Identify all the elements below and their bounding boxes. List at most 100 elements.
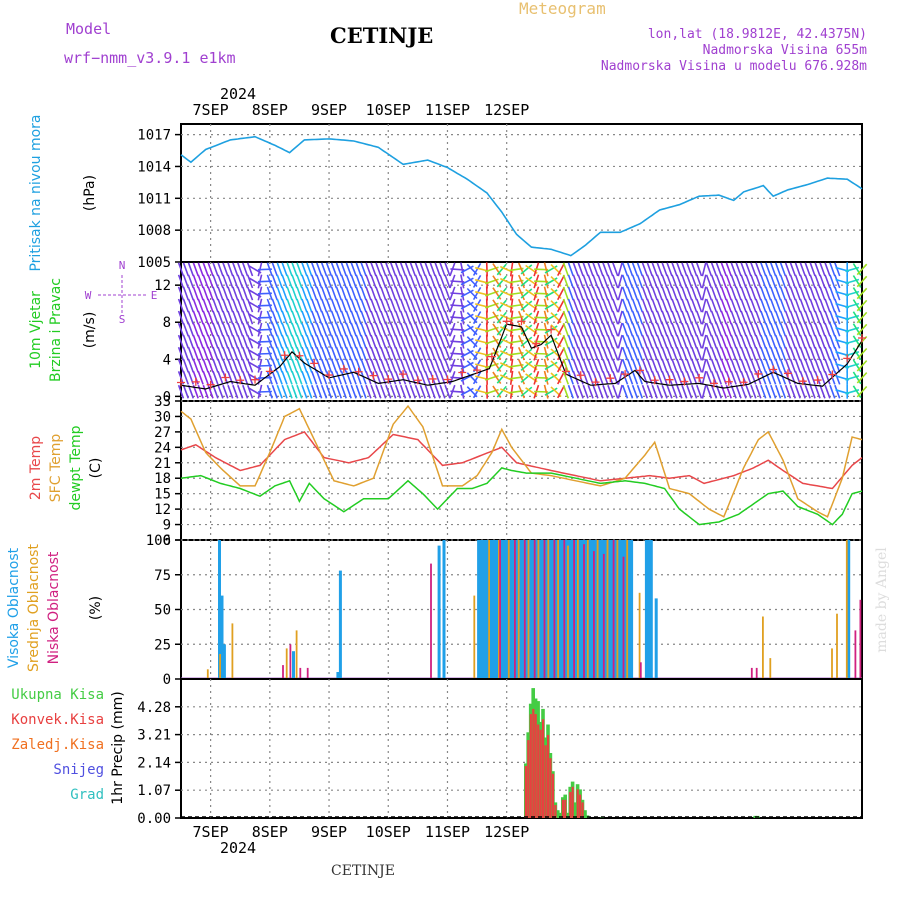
wind-arrow bbox=[212, 298, 219, 313]
precip-ytick-label: 4.28 bbox=[137, 700, 171, 716]
wind-arrow bbox=[696, 322, 703, 337]
wind-arrow bbox=[345, 310, 352, 325]
wind-arrow bbox=[829, 384, 836, 399]
wind-arrow bbox=[281, 384, 288, 399]
wind-arrow bbox=[286, 274, 293, 289]
wind-arrow bbox=[472, 371, 482, 385]
wind-arrow bbox=[444, 310, 451, 325]
wind-arrow bbox=[472, 335, 482, 349]
wind-arrow bbox=[720, 310, 727, 325]
wind-arrow bbox=[735, 346, 742, 361]
wind-arrow bbox=[607, 358, 614, 373]
wind-arrow bbox=[543, 370, 549, 385]
wind-arrow bbox=[686, 384, 693, 399]
wind-arrow bbox=[242, 322, 249, 337]
wind-arrow bbox=[543, 384, 549, 399]
wind-arrow bbox=[621, 262, 629, 277]
wind-arrow bbox=[187, 286, 195, 301]
wind-arrow bbox=[824, 371, 831, 385]
wind-arrow bbox=[641, 358, 649, 373]
wind-arrow bbox=[177, 298, 185, 313]
wind-arrow bbox=[246, 322, 254, 337]
wind-arrow bbox=[770, 322, 777, 337]
wind-arrow bbox=[656, 346, 663, 361]
wind-arrow bbox=[187, 384, 195, 399]
wind-speed-line bbox=[180, 323, 863, 390]
wind-arrow bbox=[556, 286, 566, 301]
wind-arrow bbox=[779, 358, 787, 373]
precip-panel: 0.001.072.143.214.28 bbox=[137, 678, 863, 827]
wind-arrow bbox=[765, 371, 772, 385]
cloud-bar bbox=[567, 545, 569, 679]
wind-arrow bbox=[656, 298, 663, 313]
wind-arrow bbox=[745, 310, 752, 325]
wind-arrow bbox=[592, 298, 599, 313]
wind-arrow bbox=[544, 349, 558, 358]
wind-arrow bbox=[496, 275, 507, 288]
wind-arrow bbox=[370, 322, 377, 337]
wind-arrow bbox=[496, 299, 507, 312]
wind-arrow bbox=[740, 262, 747, 277]
wind-arrow bbox=[394, 322, 402, 337]
wind-arrow bbox=[651, 310, 658, 325]
wind-arrow bbox=[676, 274, 683, 289]
wind-arrow bbox=[296, 310, 303, 325]
cloud-bar bbox=[504, 540, 508, 679]
wind-arrow bbox=[192, 286, 199, 301]
precip-bar bbox=[579, 794, 582, 818]
wind-arrow bbox=[671, 274, 678, 289]
wind-arrow bbox=[587, 322, 594, 337]
wind-arrow bbox=[824, 262, 831, 277]
wind-arrow bbox=[582, 310, 589, 325]
wind-arrow bbox=[291, 334, 298, 349]
wind-arrow bbox=[197, 286, 204, 301]
wind-arrow bbox=[444, 334, 451, 349]
cloud-bar bbox=[620, 540, 624, 679]
wind-arrow bbox=[671, 384, 678, 399]
wind-arrow bbox=[646, 346, 653, 361]
wind-arrow bbox=[710, 274, 718, 289]
wind-arrow bbox=[340, 334, 347, 349]
wind-arrow bbox=[207, 274, 214, 289]
compass-cross bbox=[98, 275, 146, 315]
wind-arrow bbox=[177, 274, 185, 289]
wind-arrow bbox=[365, 322, 372, 337]
wind-arrow bbox=[345, 346, 352, 361]
wind-arrow bbox=[399, 286, 407, 301]
wind-arrow bbox=[242, 334, 249, 349]
wind-arrow bbox=[370, 358, 377, 373]
wind-arrow bbox=[320, 262, 328, 277]
wind-arrow bbox=[602, 274, 609, 289]
wind-arrow bbox=[543, 286, 549, 301]
wind-arrow bbox=[770, 310, 777, 325]
wind-arrow bbox=[587, 298, 594, 313]
wind-arrow bbox=[856, 360, 868, 372]
wind-arrow bbox=[543, 334, 549, 349]
wind-arrow bbox=[661, 334, 668, 349]
wind-arrow bbox=[217, 274, 224, 289]
wind-arrow bbox=[621, 322, 629, 337]
cloud-ylabel-1: Srednja Oblacnost bbox=[26, 544, 42, 672]
wind-arrow bbox=[819, 384, 826, 399]
wind-arrow bbox=[291, 322, 298, 337]
wind-arrow bbox=[485, 310, 488, 325]
wind-arrow bbox=[617, 274, 623, 289]
wind-arrow bbox=[804, 262, 811, 277]
wind-arrow bbox=[360, 334, 367, 349]
wind-arrow bbox=[311, 384, 318, 399]
wind-arrow bbox=[520, 300, 533, 311]
wind-arrow bbox=[306, 346, 313, 361]
wind-arrow bbox=[641, 334, 649, 349]
compass-s: S bbox=[119, 313, 126, 326]
wind-arrow bbox=[750, 262, 757, 277]
wind-arrow bbox=[222, 298, 229, 313]
wind-arrow bbox=[636, 346, 644, 361]
wind-arrow bbox=[429, 274, 436, 289]
wind-arrow bbox=[207, 358, 214, 373]
wind-arrow bbox=[597, 322, 604, 337]
wind-arrow bbox=[582, 274, 589, 289]
wind-arrow bbox=[770, 262, 777, 277]
wind-arrow bbox=[745, 298, 752, 313]
cloud-bar bbox=[602, 553, 605, 679]
compass-w: W bbox=[85, 289, 92, 302]
